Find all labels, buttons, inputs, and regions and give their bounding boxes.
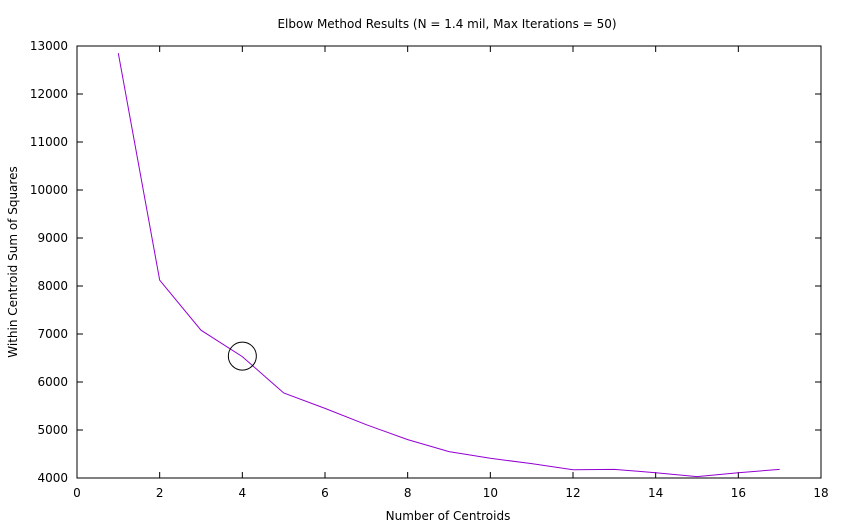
x-axis-label: Number of Centroids bbox=[386, 509, 511, 523]
y-tick-label: 13000 bbox=[30, 39, 68, 53]
x-tick-label: 8 bbox=[404, 486, 412, 500]
y-axis-ticks: 4000 5000 6000 7000 8000 9000 10000 11000 12000 1… bbox=[30, 39, 821, 485]
x-tick-label: 6 bbox=[321, 486, 329, 500]
y-tick-label: 9000 bbox=[37, 231, 68, 245]
y-tick-label: 5000 bbox=[37, 423, 68, 437]
annotation-layer bbox=[227, 341, 257, 371]
x-tick-label: 2 bbox=[156, 486, 164, 500]
x-tick-label: 0 bbox=[73, 486, 81, 500]
x-tick-label: 14 bbox=[648, 486, 663, 500]
x-axis-ticks: 0 2 4 6 8 10 12 14 16 18 bbox=[73, 46, 829, 500]
chart-title: Elbow Method Results (N = 1.4 mil, Max I… bbox=[277, 17, 616, 31]
y-tick-label: 11000 bbox=[30, 135, 68, 149]
series-layer bbox=[117, 53, 780, 478]
y-tick-label: 6000 bbox=[37, 375, 68, 389]
y-tick-label: 10000 bbox=[30, 183, 68, 197]
elbow-highlight-circle bbox=[227, 341, 257, 371]
x-tick-label: 18 bbox=[813, 486, 828, 500]
x-tick-label: 4 bbox=[239, 486, 247, 500]
x-tick-label: 10 bbox=[483, 486, 498, 500]
x-tick-label: 16 bbox=[731, 486, 746, 500]
plot-frame bbox=[76, 45, 822, 479]
y-tick-label: 12000 bbox=[30, 87, 68, 101]
x-tick-label: 12 bbox=[565, 486, 580, 500]
y-axis-label: Within Centroid Sum of Squares bbox=[6, 166, 20, 357]
y-tick-label: 4000 bbox=[37, 471, 68, 485]
y-tick-label: 7000 bbox=[37, 327, 68, 341]
series-line bbox=[117, 53, 780, 478]
y-tick-label: 8000 bbox=[37, 279, 68, 293]
